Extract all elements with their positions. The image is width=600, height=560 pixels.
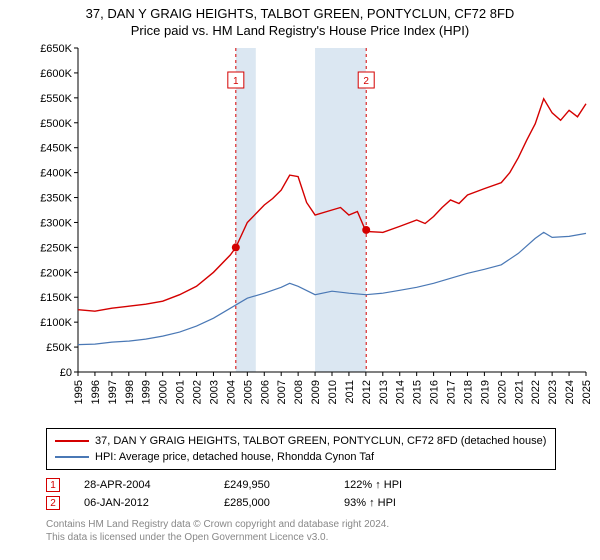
svg-text:2001: 2001 xyxy=(175,380,187,404)
svg-text:1: 1 xyxy=(233,76,239,87)
svg-text:2003: 2003 xyxy=(208,380,220,404)
svg-text:£400K: £400K xyxy=(40,168,72,180)
price-chart: £0 £50K £100K £150K £200K £250K £300K £350K £400… xyxy=(36,42,596,422)
svg-text:2025: 2025 xyxy=(581,380,593,404)
sale-hpi: 122% ↑ HPI xyxy=(344,479,464,491)
svg-text:£550K: £550K xyxy=(40,93,72,105)
svg-text:2004: 2004 xyxy=(225,380,237,404)
footnote-line: Contains HM Land Registry data © Crown c… xyxy=(46,518,600,531)
svg-text:£50K: £50K xyxy=(46,342,72,354)
svg-text:£350K: £350K xyxy=(40,193,72,205)
footnote: Contains HM Land Registry data © Crown c… xyxy=(46,518,600,544)
svg-text:2010: 2010 xyxy=(327,380,339,404)
svg-text:£250K: £250K xyxy=(40,242,72,254)
sale-price: £249,950 xyxy=(224,479,344,491)
footnote-line: This data is licensed under the Open Gov… xyxy=(46,531,600,544)
svg-text:2008: 2008 xyxy=(293,380,305,404)
svg-text:2009: 2009 xyxy=(310,380,322,404)
svg-text:2015: 2015 xyxy=(412,380,424,404)
sale-price: £285,000 xyxy=(224,497,344,509)
svg-text:2020: 2020 xyxy=(496,380,508,404)
svg-text:£300K: £300K xyxy=(40,217,72,229)
svg-text:2006: 2006 xyxy=(259,380,271,404)
sale-date: 06-JAN-2012 xyxy=(84,497,224,509)
chart-svg: £0 £50K £100K £150K £200K £250K £300K £350K £400… xyxy=(36,42,596,422)
svg-text:2011: 2011 xyxy=(344,380,356,404)
svg-text:1995: 1995 xyxy=(73,380,85,404)
legend-row: 37, DAN Y GRAIG HEIGHTS, TALBOT GREEN, P… xyxy=(55,433,547,449)
svg-text:£100K: £100K xyxy=(40,317,72,329)
svg-text:£450K: £450K xyxy=(40,143,72,155)
svg-text:2012: 2012 xyxy=(361,380,373,404)
svg-text:2024: 2024 xyxy=(564,380,576,404)
sale-index-box: 2 xyxy=(46,496,60,510)
sale-row: 2 06-JAN-2012 £285,000 93% ↑ HPI xyxy=(46,494,600,512)
svg-text:2022: 2022 xyxy=(530,380,542,404)
svg-text:2007: 2007 xyxy=(276,380,288,404)
legend-label: 37, DAN Y GRAIG HEIGHTS, TALBOT GREEN, P… xyxy=(95,435,546,447)
legend-swatch-red xyxy=(55,440,89,442)
sale-row: 1 28-APR-2004 £249,950 122% ↑ HPI xyxy=(46,476,600,494)
svg-text:2016: 2016 xyxy=(429,380,441,404)
svg-text:2000: 2000 xyxy=(158,380,170,404)
sale-date: 28-APR-2004 xyxy=(84,479,224,491)
svg-text:£600K: £600K xyxy=(40,68,72,80)
svg-text:£500K: £500K xyxy=(40,118,72,130)
svg-text:2002: 2002 xyxy=(192,380,204,404)
legend-row: HPI: Average price, detached house, Rhon… xyxy=(55,449,547,465)
svg-text:2005: 2005 xyxy=(242,380,254,404)
sale-hpi: 93% ↑ HPI xyxy=(344,497,464,509)
legend: 37, DAN Y GRAIG HEIGHTS, TALBOT GREEN, P… xyxy=(46,428,556,470)
svg-text:1996: 1996 xyxy=(90,380,102,404)
legend-swatch-blue xyxy=(55,456,89,458)
svg-text:2017: 2017 xyxy=(446,380,458,404)
legend-label: HPI: Average price, detached house, Rhon… xyxy=(95,451,374,463)
svg-text:£150K: £150K xyxy=(40,292,72,304)
svg-text:2013: 2013 xyxy=(378,380,390,404)
svg-text:1999: 1999 xyxy=(141,380,153,404)
svg-text:1997: 1997 xyxy=(107,380,119,404)
svg-text:2018: 2018 xyxy=(462,380,474,404)
svg-text:2019: 2019 xyxy=(479,380,491,404)
svg-text:2023: 2023 xyxy=(547,380,559,404)
svg-text:2014: 2014 xyxy=(395,380,407,404)
svg-text:£0: £0 xyxy=(60,367,72,379)
svg-text:£650K: £650K xyxy=(40,43,72,55)
page-subtitle: Price paid vs. HM Land Registry's House … xyxy=(0,23,600,38)
svg-text:2021: 2021 xyxy=(513,380,525,404)
sales-table: 1 28-APR-2004 £249,950 122% ↑ HPI 2 06-J… xyxy=(46,476,600,512)
sale-index-box: 1 xyxy=(46,478,60,492)
svg-text:2: 2 xyxy=(363,76,369,87)
page-title-address: 37, DAN Y GRAIG HEIGHTS, TALBOT GREEN, P… xyxy=(0,6,600,21)
svg-text:1998: 1998 xyxy=(124,380,136,404)
svg-text:£200K: £200K xyxy=(40,267,72,279)
